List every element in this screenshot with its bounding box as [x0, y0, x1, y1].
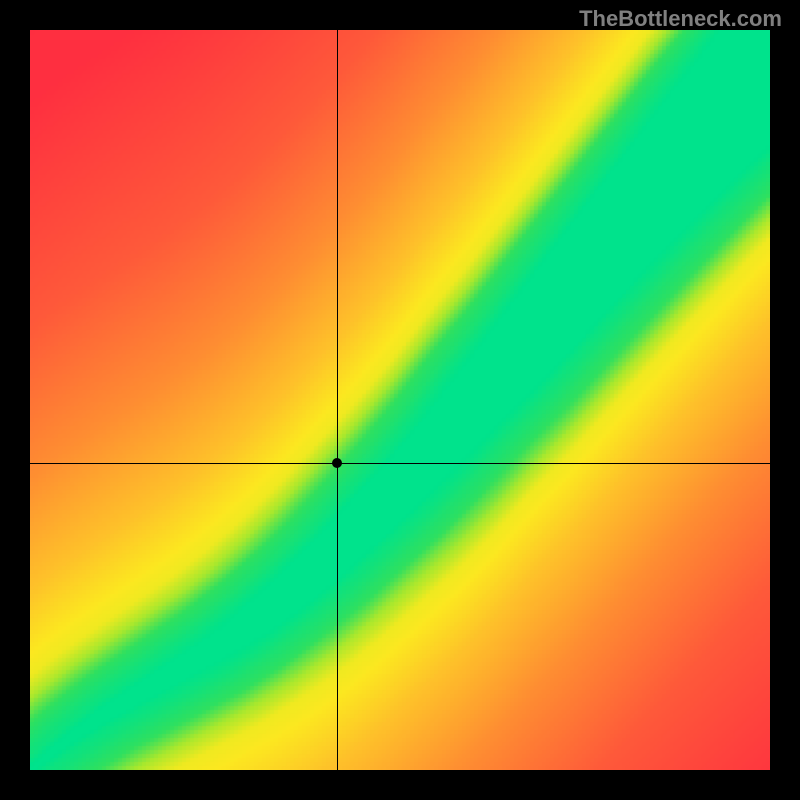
crosshair-horizontal	[30, 463, 770, 464]
heatmap-canvas	[30, 30, 770, 770]
watermark-text: TheBottleneck.com	[579, 6, 782, 32]
marker-dot	[332, 458, 342, 468]
crosshair-vertical	[337, 30, 338, 770]
bottleneck-heatmap	[30, 30, 770, 770]
